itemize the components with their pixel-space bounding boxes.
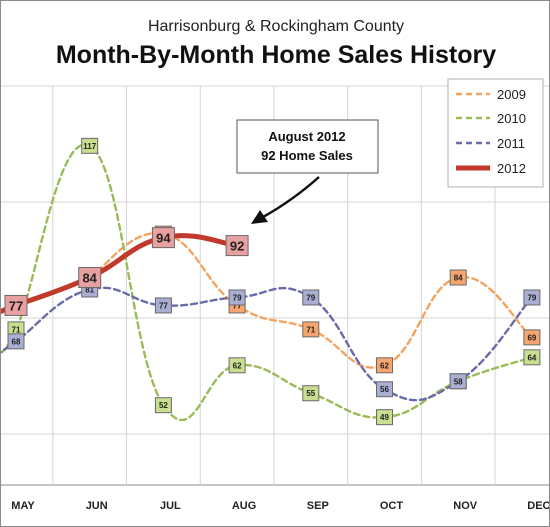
marker-2012-may bbox=[4, 294, 28, 316]
marker-2010-jul bbox=[154, 397, 172, 414]
legend-label-2011: 2011 bbox=[497, 136, 525, 151]
x-tick-label: OCT bbox=[380, 500, 404, 512]
marker-2010-jun bbox=[81, 137, 99, 154]
marker-2012-jun bbox=[78, 267, 102, 289]
marker-2012-jul bbox=[151, 227, 175, 249]
callout-line2: 92 Home Sales bbox=[261, 148, 353, 163]
series-line-2010 bbox=[1, 143, 534, 422]
data-label-2010-jul: 52 bbox=[159, 401, 168, 410]
marker-layer: 8495777162846971117526255495864688177797… bbox=[4, 137, 541, 426]
callout-arrow-head bbox=[251, 210, 268, 224]
marker-2012-aug bbox=[225, 235, 249, 257]
marker-2010-dec bbox=[523, 349, 541, 366]
x-tick-label: SEP bbox=[307, 500, 329, 512]
chart-subtitle: Harrisonburg & Rockingham County bbox=[148, 18, 404, 35]
data-label-2011-sep: 79 bbox=[306, 293, 315, 302]
data-label-2011-aug: 79 bbox=[233, 293, 242, 302]
chart-title: Month-By-Month Home Sales History bbox=[56, 41, 496, 69]
marker-2009-sep bbox=[302, 321, 320, 338]
data-label-2012-aug: 92 bbox=[230, 239, 244, 254]
data-label-2012-jun: 84 bbox=[82, 271, 97, 286]
marker-2011-aug bbox=[228, 289, 246, 306]
legend: 2009 2010 2011 2012 bbox=[447, 78, 544, 188]
marker-2009-nov bbox=[449, 269, 467, 286]
marker-2011-sep bbox=[302, 289, 320, 306]
tick-layer: MAY JUN JUL AUG SEP OCT NOV DEC bbox=[11, 500, 549, 512]
marker-2011-dec bbox=[523, 289, 541, 306]
data-label-2010-dec: 64 bbox=[527, 353, 536, 362]
data-label-2011-may: 68 bbox=[12, 337, 21, 346]
data-label-2009-aug: 77 bbox=[233, 301, 242, 310]
x-tick-label: AUG bbox=[232, 500, 256, 512]
marker-2010-aug bbox=[228, 357, 246, 374]
x-tick-label: MAY bbox=[11, 500, 35, 512]
marker-2010-oct bbox=[376, 409, 393, 426]
data-label-2010-aug: 62 bbox=[233, 361, 242, 370]
data-label-2011-oct: 56 bbox=[380, 385, 389, 394]
data-label-2011-dec: 79 bbox=[527, 293, 536, 302]
callout: August 2012 92 Home Sales bbox=[236, 119, 379, 224]
data-label-2010-jun: 117 bbox=[83, 142, 96, 151]
data-label-2011-jun: 81 bbox=[85, 285, 94, 294]
legend-label-2010: 2010 bbox=[497, 111, 526, 126]
x-tick-label: JUL bbox=[160, 500, 181, 512]
data-label-2011-jul: 77 bbox=[159, 301, 168, 310]
legend-box bbox=[447, 78, 544, 188]
marker-2011-jul bbox=[154, 297, 172, 314]
marker-2009-oct bbox=[376, 357, 393, 374]
callout-line1: August 2012 bbox=[268, 129, 345, 144]
data-label-2009-sep: 71 bbox=[306, 325, 315, 334]
data-label-2010-may: 71 bbox=[12, 325, 21, 334]
data-label-2010-oct: 49 bbox=[380, 413, 389, 422]
series-line-2011 bbox=[1, 286, 534, 402]
callout-arrow-shaft bbox=[262, 176, 320, 219]
data-label-2009-oct: 62 bbox=[380, 361, 389, 370]
x-tick-label: JUN bbox=[86, 500, 108, 512]
x-tick-label: DEC bbox=[527, 500, 549, 512]
marker-2011-nov bbox=[449, 373, 467, 390]
marker-2009-dec bbox=[523, 329, 541, 346]
data-label-2012-jul: 94 bbox=[156, 231, 171, 246]
data-label-2010-sep: 55 bbox=[306, 389, 315, 398]
data-label-2011-nov: 58 bbox=[454, 377, 463, 386]
data-label-2012-may: 77 bbox=[9, 298, 23, 313]
callout-box bbox=[236, 119, 379, 174]
x-tick-label: NOV bbox=[453, 500, 478, 512]
marker-2011-may bbox=[7, 333, 25, 350]
legend-label-2009: 2009 bbox=[497, 87, 526, 102]
data-label-2009-nov: 84 bbox=[454, 274, 463, 283]
marker-2010-sep bbox=[302, 385, 320, 402]
data-label-2009-dec: 69 bbox=[527, 333, 536, 342]
legend-label-2012: 2012 bbox=[497, 161, 526, 176]
marker-2011-oct bbox=[376, 381, 393, 398]
